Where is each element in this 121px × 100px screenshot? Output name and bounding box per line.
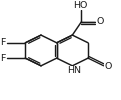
Text: O: O <box>96 17 104 26</box>
Text: HN: HN <box>67 66 81 76</box>
Text: O: O <box>105 62 112 71</box>
Text: HO: HO <box>73 1 87 10</box>
Text: F: F <box>0 54 5 63</box>
Text: F: F <box>0 38 5 47</box>
